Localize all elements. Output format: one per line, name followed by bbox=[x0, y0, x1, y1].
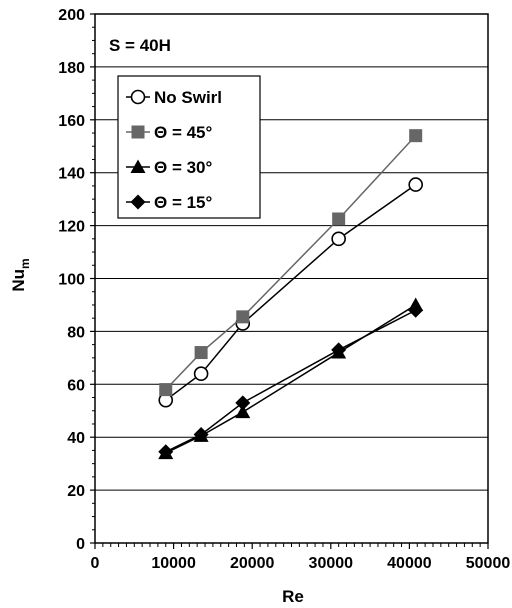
x-tick-label-3: 30000 bbox=[309, 555, 354, 572]
y-tick-label-3: 60 bbox=[67, 377, 85, 394]
legend-item-1: Θ = 45° bbox=[126, 123, 213, 142]
series-0-point-1 bbox=[193, 366, 209, 382]
legend-marker-3 bbox=[130, 194, 146, 210]
legend-label-0: No Swirl bbox=[154, 88, 222, 107]
series-0-point-4 bbox=[408, 177, 423, 192]
series-1 bbox=[159, 129, 423, 397]
legend-label-1: Θ = 45° bbox=[154, 123, 213, 142]
tick-marks bbox=[90, 13, 489, 549]
series-3-point-1 bbox=[193, 427, 209, 443]
y-tick-label-1: 20 bbox=[67, 483, 85, 500]
annotation: S = 40H bbox=[109, 36, 171, 55]
series-0-point-3 bbox=[331, 231, 346, 247]
axis-titles: Re Num bbox=[9, 258, 304, 606]
y-tick-label-5: 100 bbox=[58, 272, 85, 289]
y-tick-label-2: 40 bbox=[67, 430, 85, 447]
y-axis-title-main: Nu bbox=[9, 269, 28, 292]
series-3-point-4 bbox=[408, 302, 424, 318]
x-tick-label-5: 50000 bbox=[466, 555, 511, 572]
y-tick-label-4: 80 bbox=[67, 324, 85, 341]
series-2-point-2 bbox=[235, 404, 251, 419]
series-1-point-0 bbox=[159, 383, 173, 397]
series-1-point-3 bbox=[332, 212, 346, 226]
x-tick-label-2: 20000 bbox=[230, 555, 275, 572]
legend-item-0: No Swirl bbox=[126, 88, 222, 107]
series-1-point-1 bbox=[194, 346, 208, 360]
legend: No Swirl Θ = 45° Θ = 30° Θ = 15° bbox=[117, 75, 261, 219]
x-tick-label-1: 10000 bbox=[151, 555, 196, 572]
y-tick-label-0: 0 bbox=[76, 536, 85, 553]
tick-labels: 0 20 40 60 80 100 120 140 160 180 200 0 10000 20000 30… bbox=[58, 7, 510, 572]
series-3-point-3 bbox=[331, 342, 347, 358]
legend-marker-2 bbox=[130, 159, 146, 173]
series-3 bbox=[158, 302, 424, 460]
annotation-label: S = 40H bbox=[109, 36, 171, 55]
y-tick-label-8: 160 bbox=[58, 113, 85, 130]
y-axis-title-subscript: m bbox=[18, 258, 32, 269]
legend-item-2: Θ = 30° bbox=[126, 158, 213, 177]
legend-items: No Swirl Θ = 45° Θ = 30° Θ = 15° bbox=[126, 88, 222, 212]
legend-label-3: Θ = 15° bbox=[154, 193, 213, 212]
x-axis-title: Re bbox=[282, 587, 304, 606]
legend-label-2: Θ = 30° bbox=[154, 158, 213, 177]
x-tick-label-4: 40000 bbox=[387, 555, 432, 572]
legend-item-3: Θ = 15° bbox=[126, 193, 213, 212]
legend-marker-0 bbox=[130, 89, 146, 105]
legend-marker-1 bbox=[131, 125, 145, 139]
y-axis-title: Num bbox=[9, 258, 32, 291]
y-tick-label-9: 180 bbox=[58, 60, 85, 77]
y-tick-label-6: 120 bbox=[58, 219, 85, 236]
series-1-point-4 bbox=[409, 129, 423, 143]
y-axis-title-group: Num bbox=[9, 258, 32, 291]
x-tick-label-0: 0 bbox=[91, 555, 100, 572]
series-3-point-0 bbox=[158, 444, 174, 460]
series-3-point-2 bbox=[235, 395, 251, 411]
y-tick-label-10: 200 bbox=[58, 7, 85, 24]
y-tick-label-7: 140 bbox=[58, 166, 85, 183]
series-1-point-2 bbox=[236, 310, 250, 324]
series bbox=[158, 129, 424, 460]
